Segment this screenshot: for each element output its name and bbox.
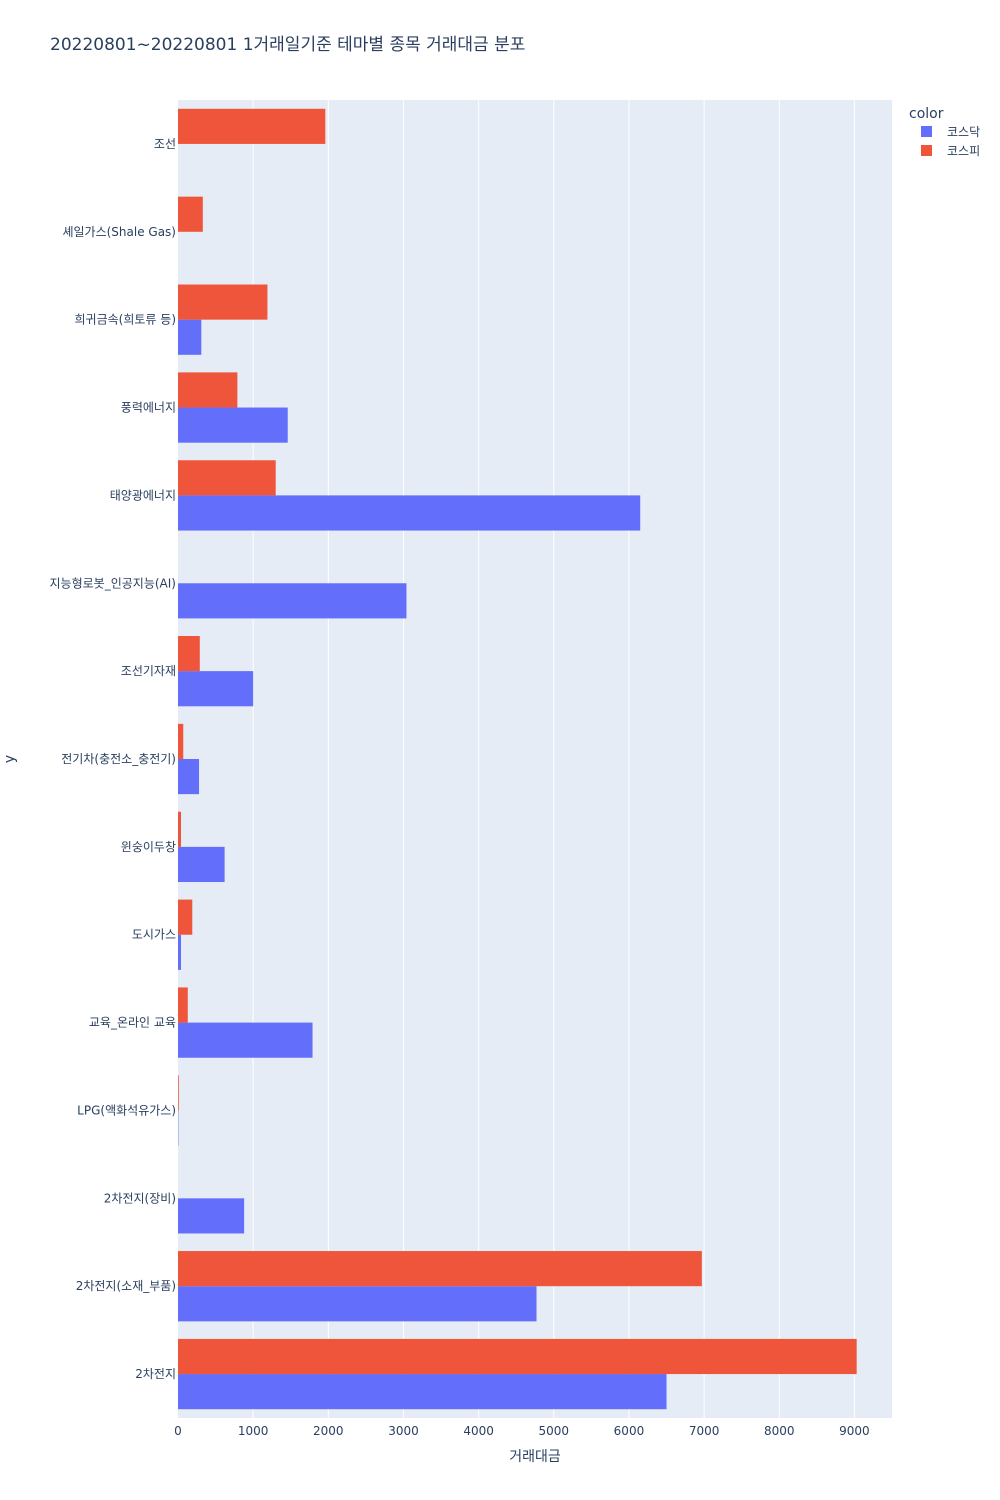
bar xyxy=(178,846,225,883)
bar xyxy=(178,460,276,496)
y-axis-title: y xyxy=(2,755,18,763)
bar xyxy=(178,723,184,759)
x-tick-label: 2000 xyxy=(313,1424,344,1438)
bar xyxy=(178,899,193,935)
y-tick-label: 조선 xyxy=(154,137,176,151)
x-tick-label: 7000 xyxy=(689,1424,720,1438)
gridlines xyxy=(252,100,855,1418)
plot-area xyxy=(178,100,892,1418)
chart-title: 20220801~20220801 1거래일기준 테마별 종목 거래대금 분포 xyxy=(50,35,525,55)
bar xyxy=(178,284,268,320)
x-tick-label: 5000 xyxy=(539,1424,570,1438)
x-tick-labels: 0 1000 2000 3000 4000 5000 6000 7000 8000 9000 xyxy=(174,1424,870,1438)
bar xyxy=(178,987,188,1023)
y-tick-label: 교육_온라인 교육 xyxy=(89,1016,176,1030)
legend-label: 코스닥 xyxy=(947,125,980,139)
bar xyxy=(178,1286,537,1322)
bar xyxy=(178,671,254,707)
x-tick-label: 0 xyxy=(174,1424,182,1438)
x-tick-label: 8000 xyxy=(764,1424,795,1438)
bar xyxy=(178,495,641,531)
bar xyxy=(178,1338,857,1375)
bar xyxy=(178,1075,179,1111)
legend-swatch xyxy=(921,145,932,156)
y-tick-label: 2차전지(소재_부품) xyxy=(76,1279,176,1293)
y-tick-label: 태양광에너지 xyxy=(110,488,176,502)
y-tick-label: 조선기자재 xyxy=(121,664,176,678)
legend-swatch xyxy=(921,126,932,137)
bar xyxy=(178,934,182,970)
x-tick-label: 9000 xyxy=(839,1424,870,1438)
bar xyxy=(178,1251,702,1287)
bar xyxy=(178,811,182,847)
x-tick-label: 3000 xyxy=(388,1424,419,1438)
bar xyxy=(178,372,238,408)
bar xyxy=(178,1374,667,1410)
bar xyxy=(178,196,203,232)
x-tick-label: 1000 xyxy=(238,1424,269,1438)
bar xyxy=(178,108,326,144)
bar xyxy=(178,583,407,619)
y-tick-label: 도시가스 xyxy=(132,928,176,942)
x-tick-label: 4000 xyxy=(463,1424,494,1438)
legend-title: color xyxy=(909,106,944,122)
y-tick-label: LPG(액화석유가스) xyxy=(77,1103,176,1117)
y-tick-label: 지능형로봇_인공지능(AI) xyxy=(50,576,176,590)
bar xyxy=(178,1022,313,1058)
y-tick-label: 풍력에너지 xyxy=(121,401,176,415)
y-tick-label: 윈숭이두창 xyxy=(121,840,176,854)
y-tick-label: 희귀금속(희토류 등) xyxy=(75,313,177,327)
y-tick-label: 2차전지 xyxy=(135,1367,176,1381)
bar xyxy=(178,759,200,795)
bar xyxy=(178,1198,245,1234)
y-tick-label: 전기차(충전소_충전기) xyxy=(61,752,176,766)
bar xyxy=(178,407,288,443)
bar xyxy=(178,319,202,355)
legend-label: 코스피 xyxy=(947,144,980,158)
x-axis-title: 거래대금 xyxy=(509,1449,561,1465)
bars xyxy=(178,108,857,1410)
bar xyxy=(178,635,200,672)
y-tick-label: 셰일가스(Shale Gas) xyxy=(62,225,176,239)
x-tick-label: 6000 xyxy=(614,1424,645,1438)
y-tick-label: 2차전지(장비) xyxy=(104,1191,176,1205)
